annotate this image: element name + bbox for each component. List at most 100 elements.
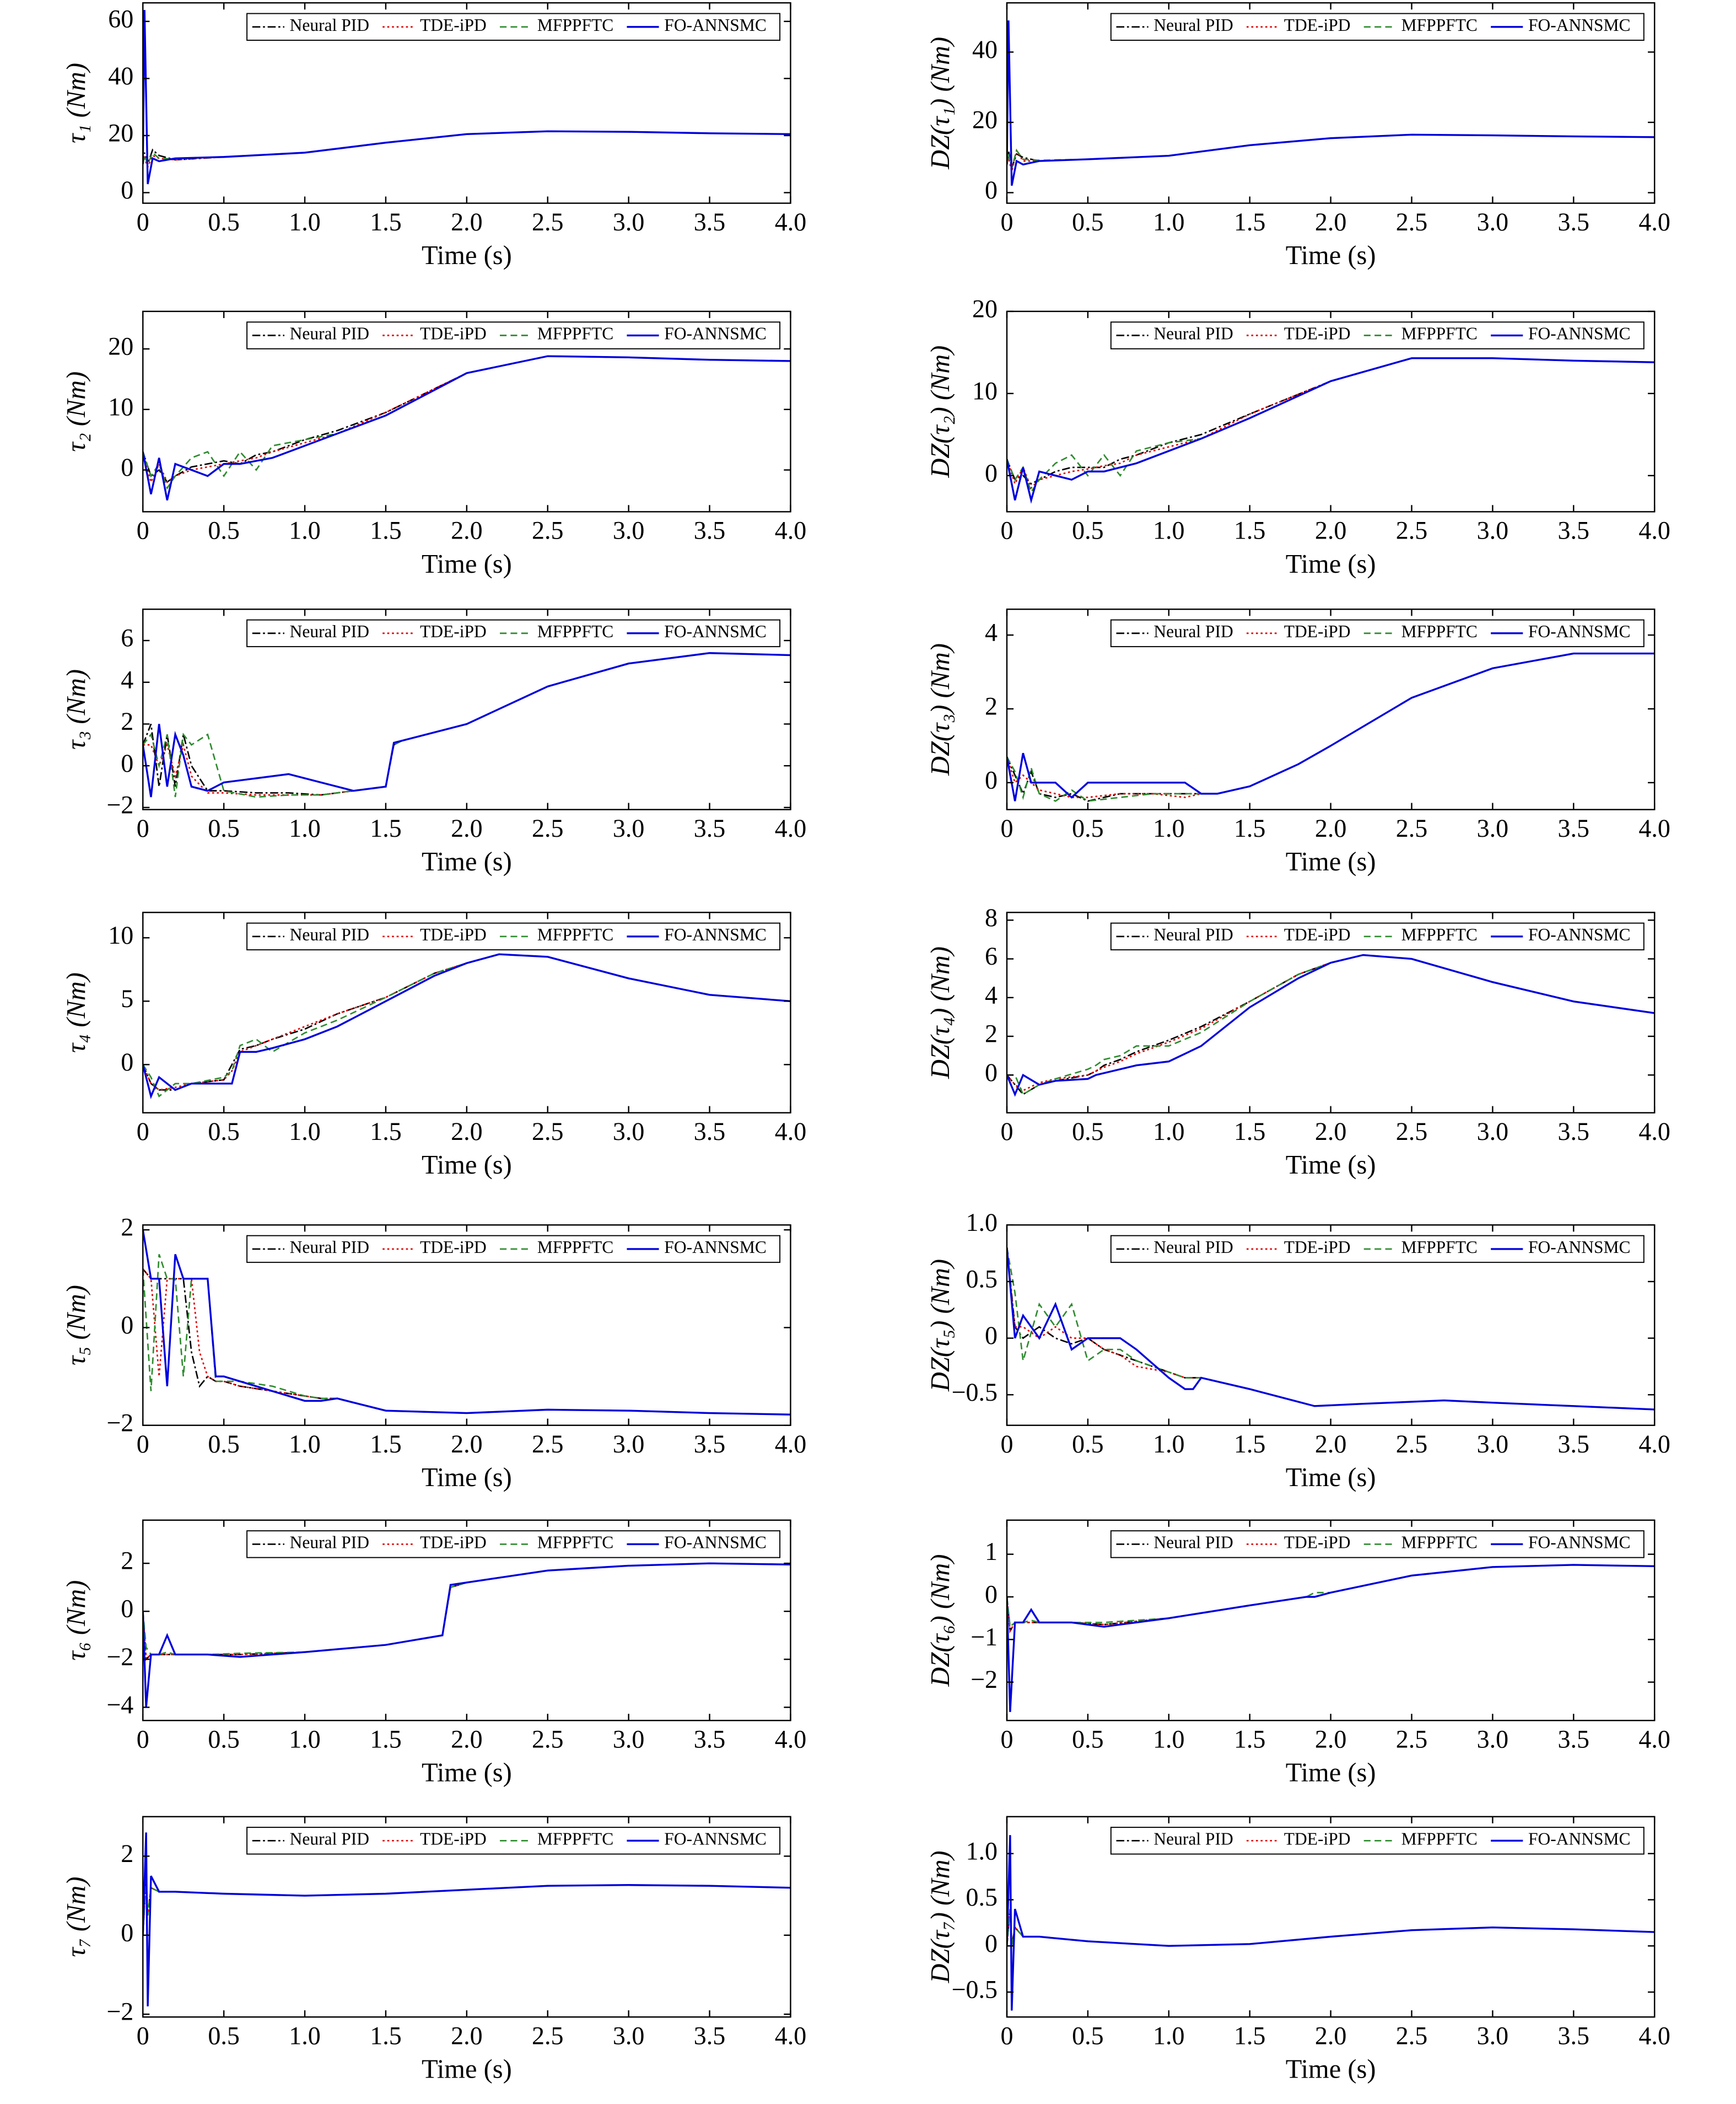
x-tick-label: 0 [137, 2022, 149, 2050]
y-tick-label: 0 [985, 176, 998, 204]
legend-label: FO-ANNSMC [1528, 622, 1631, 641]
legend-label: Neural PID [290, 1829, 369, 1849]
plot-area [143, 355, 791, 501]
series-line [1006, 1909, 1655, 1947]
x-tick-label: 0 [137, 1725, 149, 1753]
series-line [1006, 954, 1655, 1091]
legend-label: TDE-iPD [1284, 324, 1351, 343]
y-tick-label: 10 [108, 921, 133, 949]
legend-label: TDE-iPD [420, 15, 487, 35]
x-tick-label: 4.0 [1638, 1430, 1670, 1458]
series-line [143, 953, 791, 1100]
plot-area [1006, 652, 1655, 802]
y-axis-label: τ₂ (Nm) [62, 372, 91, 452]
y-tick-label: 1 [985, 1537, 998, 1565]
legend-box [246, 1827, 781, 1855]
x-tick-label: 1.5 [370, 516, 402, 545]
series-line [1006, 1247, 1655, 1411]
y-axis-label: τ₅ (Nm) [62, 1285, 91, 1365]
x-tick-label: 0 [137, 1117, 149, 1145]
legend-label: FO-ANNSMC [664, 925, 767, 944]
y-axis-label: DZ(τ₇) (Nm) [926, 1850, 955, 1983]
legend-label: Neural PID [290, 925, 369, 944]
x-tick-label: 3.5 [694, 814, 726, 842]
plot-area [143, 1832, 791, 2006]
x-tick-label: 3.5 [694, 1430, 726, 1458]
legend-label: FO-ANNSMC [1528, 925, 1631, 944]
series-line [143, 130, 791, 167]
y-tick-label: 4 [121, 665, 133, 693]
series-line [1006, 652, 1655, 801]
x-tick-label: 0 [137, 516, 149, 545]
legend-label: FO-ANNSMC [664, 324, 767, 343]
legend-label: FO-ANNSMC [1528, 1829, 1631, 1849]
x-tick-label: 1.0 [1153, 1725, 1185, 1753]
legend-label: MFPPFTC [537, 1533, 613, 1552]
y-tick-label: −1 [971, 1623, 998, 1651]
x-tick-label: 1.5 [1234, 2022, 1266, 2050]
legend: Neural PID TDE-iPD MFPPFTC FO-ANNSMC [1110, 1530, 1645, 1558]
series-line [143, 953, 791, 1091]
x-tick-label: 1.0 [1153, 814, 1185, 842]
x-tick-label: 2.5 [1396, 2022, 1428, 2050]
legend-label: MFPPFTC [537, 324, 613, 343]
x-tick-label: 0.5 [1072, 516, 1104, 545]
y-axis-label: τ₃ (Nm) [62, 669, 91, 750]
x-tick-label: 1.5 [1234, 1430, 1266, 1458]
x-tick-label: 1.5 [1234, 208, 1266, 236]
legend-label: TDE-iPD [1284, 1533, 1351, 1552]
legend-label: MFPPFTC [1401, 1829, 1478, 1849]
y-tick-label: 20 [972, 294, 998, 322]
y-tick-label: −2 [106, 1408, 133, 1436]
legend-label: TDE-iPD [1284, 1237, 1351, 1257]
x-tick-label: 1.5 [370, 814, 402, 842]
x-tick-label: 0.5 [1072, 814, 1104, 842]
x-tick-label: 0.5 [208, 208, 240, 236]
x-tick-label: 0 [137, 1430, 149, 1458]
x-tick-label: 3.0 [1477, 1430, 1509, 1458]
x-tick-label: 4.0 [1638, 2022, 1670, 2050]
y-tick-label: 2 [121, 1839, 133, 1868]
legend-label: MFPPFTC [1401, 15, 1478, 35]
x-tick-label: 3.0 [613, 208, 645, 236]
plot-area [1006, 1835, 1655, 2011]
x-tick-label: 0 [1000, 1117, 1013, 1145]
y-tick-label: −2 [106, 790, 133, 819]
x-tick-label: 0.5 [1072, 2022, 1104, 2050]
x-tick-label: 2.5 [1396, 1725, 1428, 1753]
y-tick-label: −4 [106, 1691, 133, 1719]
x-tick-label: 2.0 [1315, 814, 1347, 842]
legend-label: TDE-iPD [1284, 1829, 1351, 1849]
y-tick-label: 4 [985, 618, 998, 647]
x-tick-label: 2.5 [1396, 1117, 1428, 1145]
x-tick-label: 1.0 [1153, 1117, 1185, 1145]
y-tick-label: −0.5 [952, 1976, 998, 2004]
y-tick-label: 10 [108, 392, 133, 421]
legend-label: Neural PID [290, 622, 369, 641]
x-axis-label: Time (s) [422, 550, 512, 579]
legend-label: FO-ANNSMC [664, 1829, 767, 1849]
legend: Neural PID TDE-iPD MFPPFTC FO-ANNSMC [1110, 1235, 1645, 1263]
y-tick-label: −2 [106, 1643, 133, 1671]
x-tick-label: 0 [1000, 1430, 1013, 1458]
x-tick-label: 3.5 [1558, 814, 1590, 842]
x-tick-label: 3.0 [1477, 208, 1509, 236]
x-tick-label: 1.5 [370, 208, 402, 236]
plot-area [143, 10, 791, 185]
x-tick-label: 0.5 [208, 1725, 240, 1753]
x-tick-label: 0 [1000, 516, 1013, 545]
series-line [1006, 653, 1655, 802]
x-tick-label: 0.5 [1072, 1725, 1104, 1753]
x-axis-label: Time (s) [422, 1463, 512, 1492]
y-axis-label: DZ(τ₃) (Nm) [926, 643, 955, 776]
plot-area [143, 1562, 791, 1708]
x-tick-label: 0.5 [208, 1117, 240, 1145]
series-line [1006, 20, 1655, 186]
legend-label: MFPPFTC [537, 622, 613, 641]
series-line [1006, 1247, 1655, 1411]
legend-label: Neural PID [290, 324, 369, 343]
y-axis-label: τ₁ (Nm) [62, 63, 91, 143]
x-tick-label: 1.0 [289, 516, 321, 545]
x-tick-label: 1.5 [1234, 814, 1266, 842]
legend: Neural PID TDE-iPD MFPPFTC FO-ANNSMC [246, 1530, 781, 1558]
